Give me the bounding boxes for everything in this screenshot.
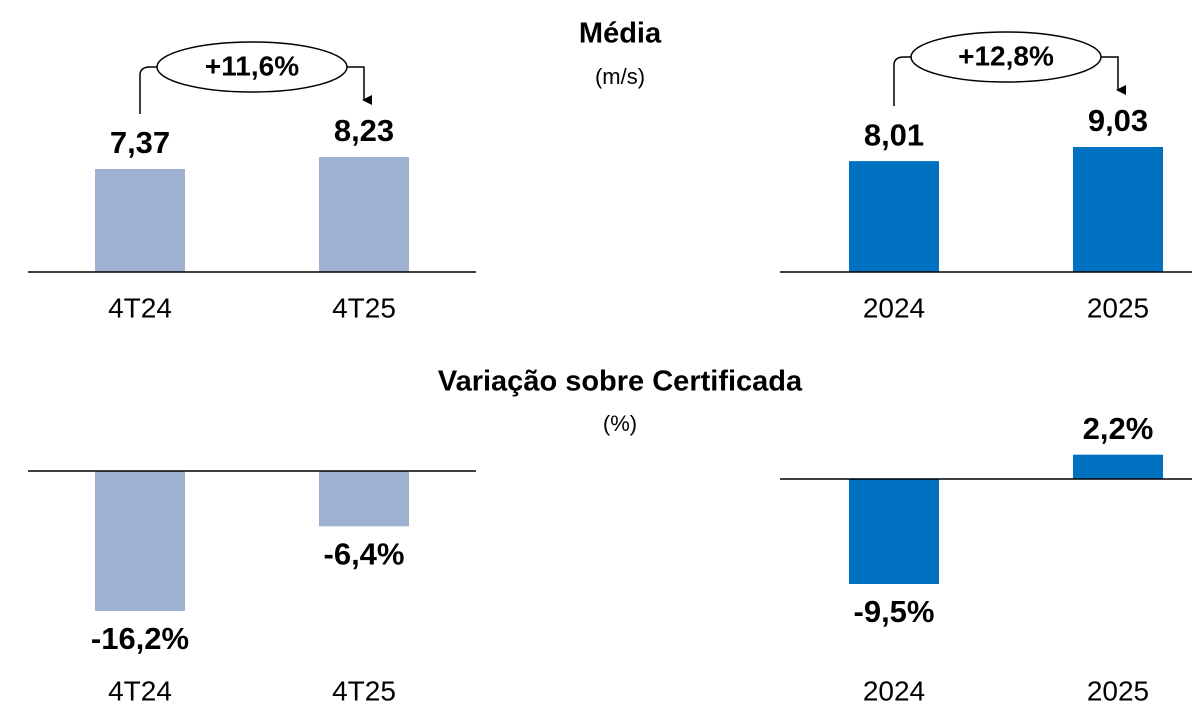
x-tick-label: 4T24: [108, 675, 172, 706]
value-label: 8,01: [864, 117, 924, 152]
x-tick-label: 2025: [1087, 675, 1149, 706]
value-label: -9,5%: [854, 594, 935, 629]
bracket-right: [1101, 56, 1126, 95]
chart-subtitle: (%): [603, 411, 637, 436]
bar: [849, 161, 939, 272]
x-tick-label: 4T24: [108, 292, 172, 323]
chart-title: Variação sobre Certificada: [438, 366, 803, 398]
chart-title: Média: [579, 18, 662, 50]
x-tick-label: 2024: [863, 675, 925, 706]
value-label: 2,2%: [1083, 411, 1154, 446]
annotation: +11,6%: [205, 50, 299, 81]
bar: [1073, 454, 1163, 479]
annotation: +12,8%: [958, 40, 1054, 71]
bar: [1073, 147, 1163, 272]
chart-subtitle: (m/s): [595, 64, 645, 89]
bracket-right: [347, 66, 372, 105]
bar: [319, 471, 409, 527]
x-tick-label: 2025: [1087, 292, 1149, 323]
bar: [95, 471, 185, 611]
bracket-left: [139, 66, 157, 115]
bracket-left: [893, 56, 911, 107]
x-tick-label: 2024: [863, 292, 925, 323]
bar: [95, 169, 185, 272]
x-tick-label: 4T25: [332, 675, 396, 706]
value-label: 7,37: [110, 125, 170, 160]
bar: [319, 157, 409, 272]
annotation-bubble: [910, 31, 1102, 83]
value-label: 8,23: [334, 113, 394, 148]
value-label: 9,03: [1088, 103, 1148, 138]
annotation-bubble: [156, 41, 348, 93]
value-label: -16,2%: [91, 621, 189, 656]
bar: [849, 479, 939, 584]
x-tick-label: 4T25: [332, 292, 396, 323]
value-label: -6,4%: [324, 536, 405, 571]
